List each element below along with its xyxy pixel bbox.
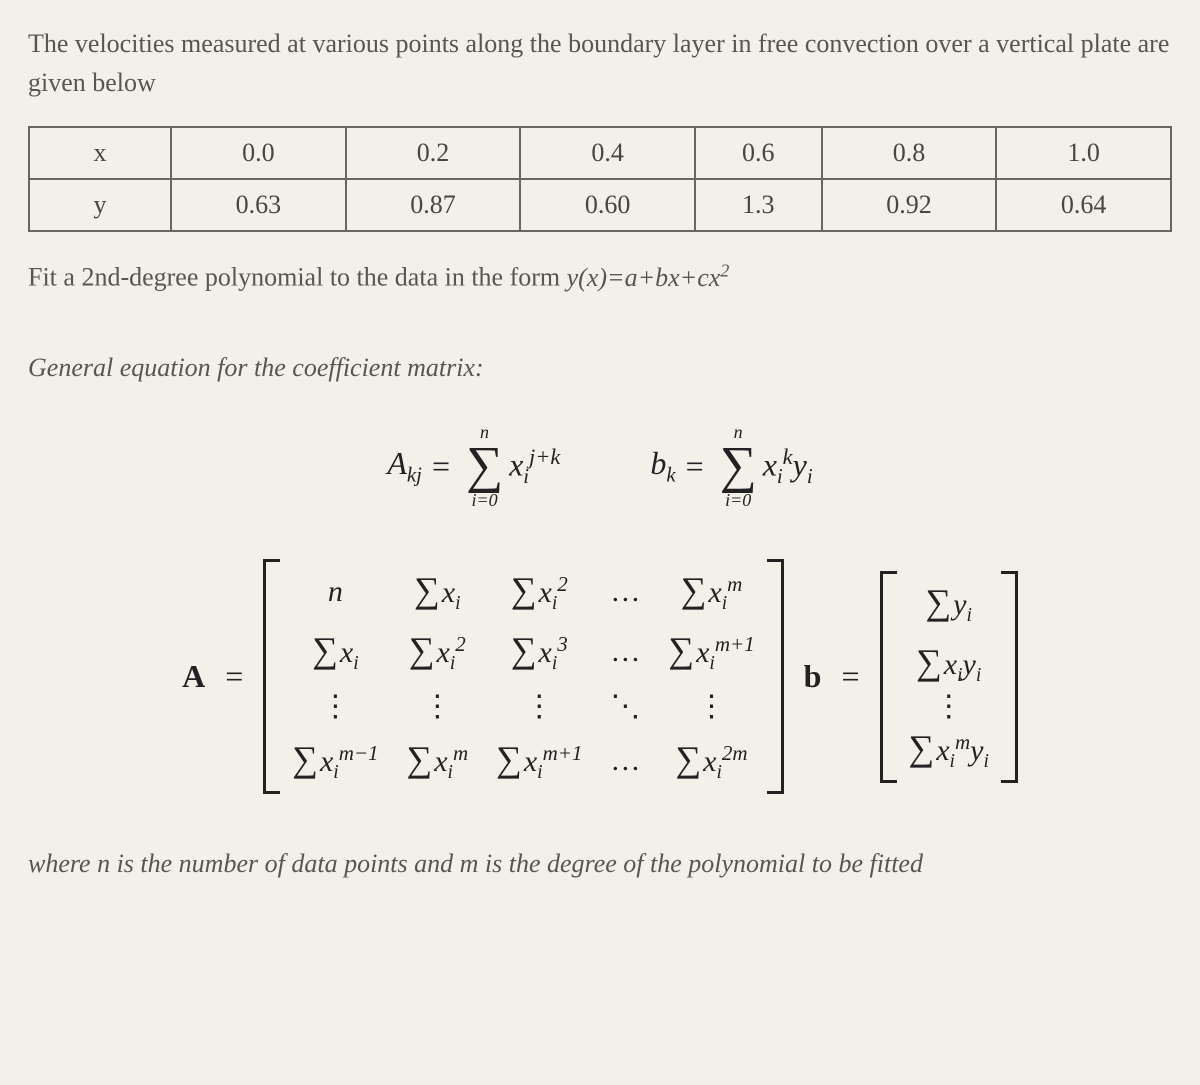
mat-cell: ∑xi	[312, 629, 358, 675]
equation-A: Akj = n ∑ i=0 xij+k	[387, 423, 560, 510]
intro-text: The velocities measured at various point…	[28, 24, 1172, 102]
mat-cell: ⋮	[422, 701, 452, 713]
cell: 0.63	[171, 179, 346, 231]
mat-cell: ∑ximyi	[909, 727, 989, 773]
mat-cell: ∑xiyi	[916, 641, 981, 687]
matrix-equations: A = n ∑xi ∑xi2 … ∑xim ∑xi ∑xi2 ∑xi3 … ∑x…	[28, 559, 1172, 794]
cell: 1.3	[695, 179, 822, 231]
row-label: y	[29, 179, 171, 231]
cell: 0.60	[520, 179, 695, 231]
b-label: b	[804, 658, 822, 695]
sum-bot: i=0	[725, 491, 751, 509]
mat-cell: ∑xim+1	[668, 629, 754, 675]
mat-cell: ∑xi3	[511, 629, 568, 675]
fit-eq: y(x)=a+bx+cx	[567, 263, 721, 292]
fit-instruction: Fit a 2nd-degree polynomial to the data …	[28, 260, 1172, 293]
A-sub: kj	[407, 463, 422, 486]
equals: =	[841, 658, 859, 695]
matrix-A: n ∑xi ∑xi2 … ∑xim ∑xi ∑xi2 ∑xi3 … ∑xim+1…	[263, 559, 783, 794]
mat-cell: ⋮	[697, 701, 727, 713]
cell: 0.0	[171, 127, 346, 179]
cell: 0.4	[520, 127, 695, 179]
mat-cell: ∑xim	[681, 569, 743, 615]
mat-cell: ∑xi2m	[675, 738, 747, 784]
mat-cell: ∑yi	[925, 581, 971, 627]
mat-cell: ⋮	[934, 701, 964, 713]
sum-symbol: n ∑ i=0	[720, 423, 757, 510]
fit-exp: 2	[720, 260, 729, 280]
mat-cell: …	[610, 635, 640, 669]
mat-cell: ⋮	[524, 701, 554, 713]
table-row: y 0.63 0.87 0.60 1.3 0.92 0.64	[29, 179, 1171, 231]
row-label: x	[29, 127, 171, 179]
footnote: where n is the number of data points and…	[28, 844, 1172, 883]
mat-cell: …	[610, 744, 640, 778]
equals: =	[225, 658, 243, 695]
mat-cell: ∑xi2	[409, 629, 466, 675]
b-var2sub: i	[807, 465, 813, 488]
equation-b: bk = n ∑ i=0 xikyi	[650, 423, 812, 510]
b-var2: y	[793, 446, 807, 482]
fit-prefix: Fit a 2nd-degree polynomial to the data …	[28, 263, 567, 292]
cell: 0.87	[346, 179, 521, 231]
mat-cell: ∑xim+1	[496, 738, 582, 784]
mat-cell: ∑xim−1	[292, 738, 378, 784]
mat-cell: …	[610, 575, 640, 609]
mat-cell: n	[328, 575, 343, 609]
sum-symbol: n ∑ i=0	[466, 423, 503, 510]
section-heading: General equation for the coefficient mat…	[28, 353, 1172, 383]
mat-cell: ⋮	[320, 701, 350, 713]
data-table: x 0.0 0.2 0.4 0.6 0.8 1.0 y 0.63 0.87 0.…	[28, 126, 1172, 232]
general-equations: Akj = n ∑ i=0 xij+k bk = n ∑ i=0 xikyi	[28, 423, 1172, 510]
cell: 0.92	[822, 179, 997, 231]
mat-cell: ∑xim	[407, 738, 469, 784]
cell: 0.6	[695, 127, 822, 179]
matrix-b: ∑yi ∑xiyi ⋮ ∑ximyi	[880, 571, 1018, 783]
A-var: x	[509, 446, 523, 482]
cell: 0.64	[996, 179, 1171, 231]
b-var1: x	[763, 446, 777, 482]
A-label: A	[182, 658, 205, 695]
b-exp: k	[783, 444, 793, 469]
mat-cell: ⋱	[610, 689, 640, 724]
cell: 0.2	[346, 127, 521, 179]
mat-cell: ∑xi2	[511, 569, 568, 615]
b-sub: k	[666, 463, 675, 486]
cell: 0.8	[822, 127, 997, 179]
sum-bot: i=0	[471, 491, 497, 509]
table-row: x 0.0 0.2 0.4 0.6 0.8 1.0	[29, 127, 1171, 179]
A-lhs: A	[387, 445, 407, 481]
A-exp: j+k	[529, 444, 560, 469]
cell: 1.0	[996, 127, 1171, 179]
b-lhs: b	[650, 445, 666, 481]
mat-cell: ∑xi	[414, 569, 460, 615]
